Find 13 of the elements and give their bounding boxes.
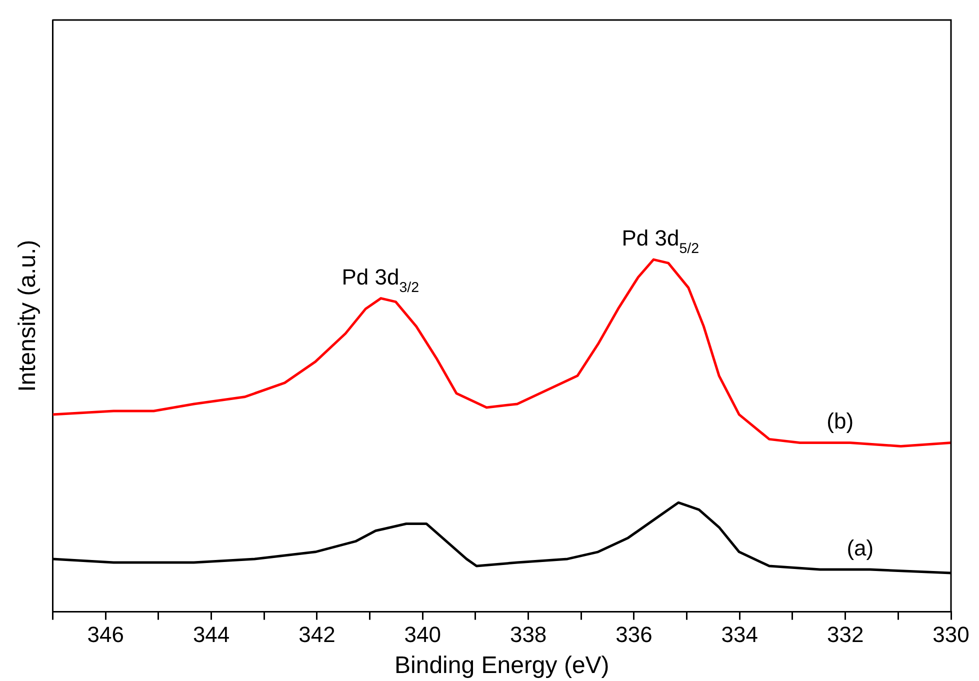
x-tick-label: 344 xyxy=(192,622,230,648)
x-tick-label: 336 xyxy=(616,622,652,648)
x-tick-label: 332 xyxy=(826,622,864,648)
x-tick-label: 334 xyxy=(721,622,758,648)
x-tick-label: 346 xyxy=(87,622,124,648)
series-label: (a) xyxy=(846,536,874,561)
y-axis-title: Intensity (a.u.) xyxy=(14,240,42,392)
x-tick-label: 342 xyxy=(298,622,336,648)
x-tick-label: 340 xyxy=(404,622,442,648)
series-label: (b) xyxy=(826,408,854,434)
x-tick-label: 330 xyxy=(932,622,970,648)
x-axis-title: Binding Energy (eV) xyxy=(394,652,610,680)
x-tick-label: 338 xyxy=(510,622,547,648)
